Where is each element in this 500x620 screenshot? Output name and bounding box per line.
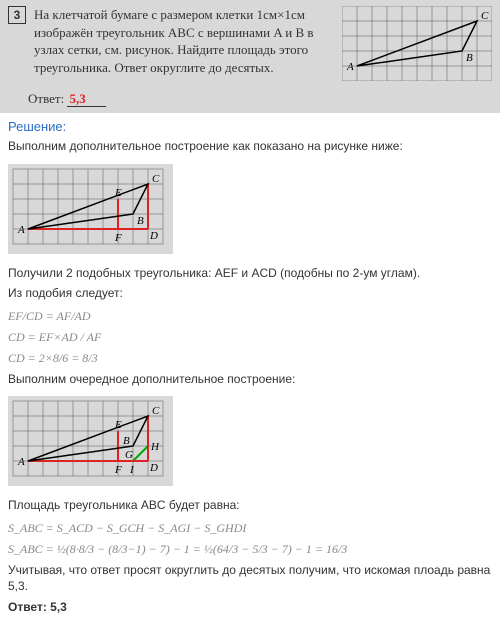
svg-text:B: B xyxy=(123,435,130,447)
svg-text:C: C xyxy=(152,173,160,185)
svg-text:G: G xyxy=(125,449,133,461)
solution-title: Решение: xyxy=(8,119,492,134)
svg-text:E: E xyxy=(114,187,122,199)
problem-text: На клетчатой бумаге с размером клетки 1с… xyxy=(34,6,334,76)
step1-text: Выполним дополнительное построение как п… xyxy=(8,139,492,155)
svg-text:B: B xyxy=(466,52,473,64)
header-diagram: A B C xyxy=(342,6,492,81)
svg-text:H: H xyxy=(150,441,160,453)
final-answer-value: 5,3 xyxy=(50,600,67,614)
diagram-2: A B C D E F xyxy=(8,164,173,254)
answer-label: Ответ: xyxy=(28,91,64,106)
solution-block: Решение: Выполним дополнительное построе… xyxy=(0,113,500,620)
svg-text:F: F xyxy=(114,464,122,476)
svg-text:C: C xyxy=(152,405,160,417)
diagram-3: A B C D E FG H I xyxy=(8,396,173,486)
svg-text:E: E xyxy=(114,419,122,431)
step3-text: Из подобия следует: xyxy=(8,286,492,302)
svg-text:F: F xyxy=(114,232,122,244)
final-answer: Ответ: 5,3 xyxy=(8,600,492,614)
svg-text:C: C xyxy=(481,10,489,22)
final-answer-label: Ответ: xyxy=(8,600,47,614)
formula4: S_ABC = S_ACD − S_GCH − S_AGI − S_GHDI xyxy=(8,519,492,537)
svg-text:A: A xyxy=(17,224,25,236)
step2-text: Получили 2 подобных треугольника: AEF и … xyxy=(8,266,492,282)
svg-text:I: I xyxy=(129,464,135,476)
step6-text: Учитывая, что ответ просят округлить до … xyxy=(8,563,492,594)
step4-text: Выполним очередное дополнительное постро… xyxy=(8,372,492,388)
formula5: S_ABC = ½(8·8/3 − (8/3−1) − 7) − 1 = ½(6… xyxy=(8,540,492,558)
svg-text:B: B xyxy=(137,215,144,227)
step5-text: Площадь треугольника ABC будет равна: xyxy=(8,498,492,514)
svg-text:A: A xyxy=(17,456,25,468)
formula1: EF/CD = AF/AD xyxy=(8,307,492,325)
svg-text:D: D xyxy=(149,230,158,242)
formula3: CD = 2×8/6 = 8/3 xyxy=(8,349,492,367)
problem-number: 3 xyxy=(8,6,26,24)
answer-row: Ответ: 5,3 xyxy=(0,87,500,113)
problem-header: 3 На клетчатой бумаге с размером клетки … xyxy=(0,0,500,87)
answer-value: 5,3 xyxy=(67,91,105,107)
svg-text:D: D xyxy=(149,462,158,474)
formula2: CD = EF×AD / AF xyxy=(8,328,492,346)
svg-text:A: A xyxy=(346,61,354,73)
